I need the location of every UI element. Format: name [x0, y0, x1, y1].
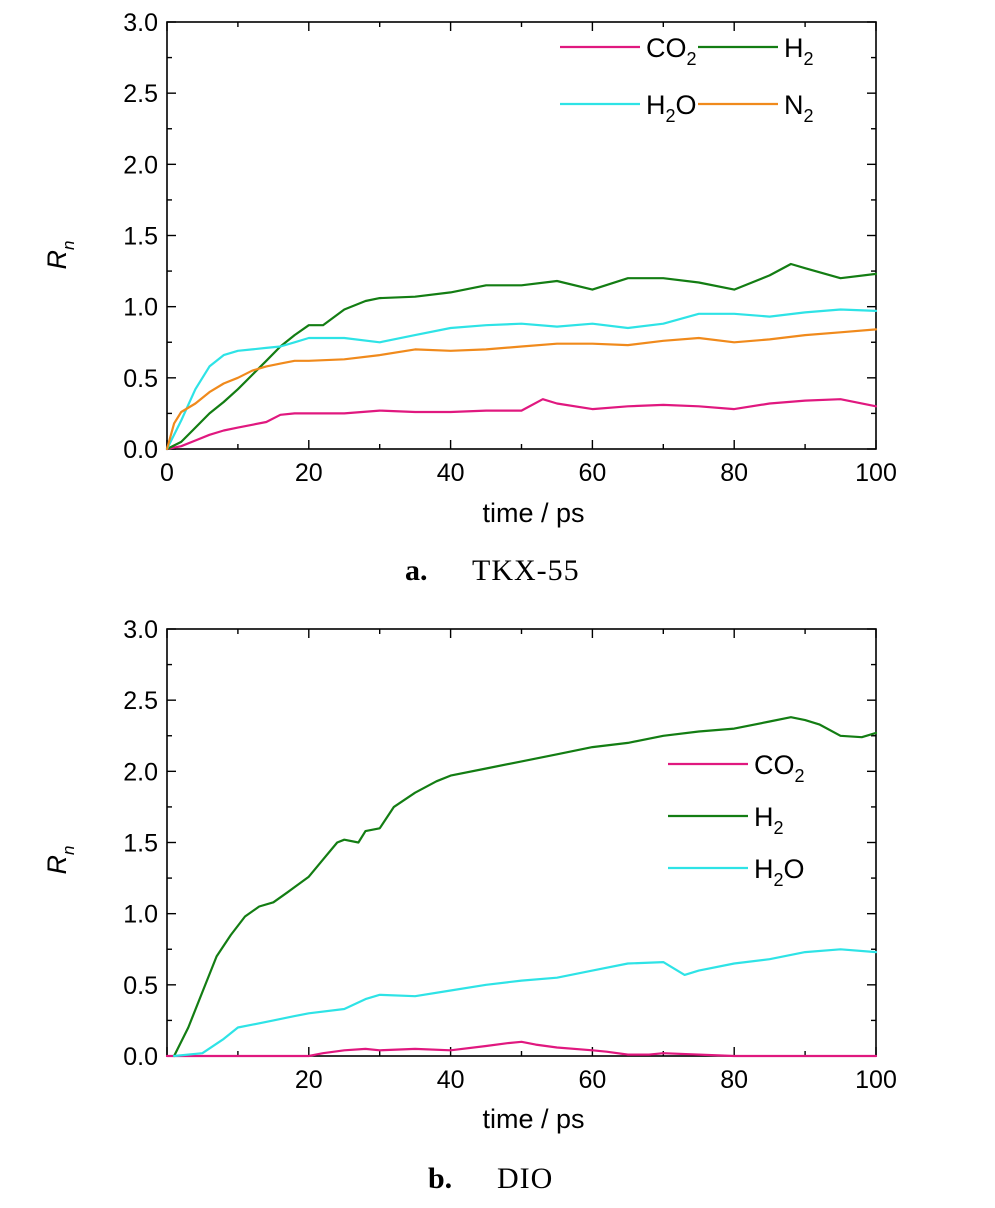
x-tick-label: 80 — [720, 1066, 748, 1094]
x-axis-title: time / ps — [482, 1104, 584, 1134]
y-tick-label: 1.5 — [123, 223, 158, 251]
series-line-1 — [173, 716, 878, 1058]
y-tick-label: 1.0 — [123, 901, 158, 929]
legend-label: CO2 — [646, 33, 697, 69]
panel-caption-letter: a. — [405, 554, 428, 587]
series-line-2 — [165, 308, 878, 451]
x-axis-title: time / ps — [482, 498, 584, 528]
x-tick-label: 20 — [295, 1066, 323, 1094]
plot-frame — [166, 21, 877, 450]
panel-caption-name: DIO — [497, 1162, 553, 1195]
y-tick-label: 0.5 — [123, 972, 158, 1000]
legend-label: H2 — [784, 33, 814, 69]
y-tick-label: 0.5 — [123, 365, 158, 393]
x-tick-label: 100 — [855, 1066, 897, 1094]
plot-frame — [166, 628, 877, 1057]
legend-label: H2O — [754, 854, 805, 890]
chart-panel-b: 20 40 60 80 100 0.0 0.5 1.0 1.5 2.0 2.5 3.0 time / p… — [42, 616, 897, 1195]
series-line-3 — [165, 328, 878, 451]
y-tick-label: 1.0 — [123, 294, 158, 322]
y-tick-label: 2.5 — [123, 80, 158, 108]
series-line-0 — [165, 1040, 878, 1058]
x-tick-label: 20 — [295, 459, 323, 487]
x-tick-label: 80 — [720, 459, 748, 487]
legend-label: CO2 — [754, 750, 805, 786]
x-tick-label: 60 — [578, 459, 606, 487]
series-line-2 — [173, 948, 878, 1058]
y-tick-label: 1.5 — [123, 830, 158, 858]
y-tick-label: 2.0 — [123, 151, 158, 179]
x-tick-label: 40 — [437, 1066, 465, 1094]
series-line-1 — [165, 262, 878, 451]
y-tick-label: 0.0 — [123, 1043, 158, 1071]
legend-label: H2O — [646, 90, 697, 126]
x-tick-label: 60 — [578, 1066, 606, 1094]
x-tick-label: 100 — [855, 459, 897, 487]
legend-label: N2 — [784, 90, 814, 126]
y-tick-label: 3.0 — [123, 9, 158, 37]
y-tick-label: 2.0 — [123, 758, 158, 786]
x-tick-label: 0 — [160, 459, 174, 487]
series-line-0 — [165, 398, 878, 451]
y-axis-title: Rn — [42, 846, 78, 875]
y-tick-label: 3.0 — [123, 616, 158, 644]
y-tick-label: 2.5 — [123, 687, 158, 715]
y-tick-label: 0.0 — [123, 436, 158, 464]
x-tick-label: 40 — [437, 459, 465, 487]
chart-panel-a: 0 20 40 60 80 100 0.0 0.5 1.0 1.5 2.0 2.5 3.0 time / … — [42, 9, 897, 587]
panel-caption-letter: b. — [428, 1162, 452, 1195]
y-axis-title: Rn — [42, 241, 78, 270]
panel-caption-name: TKX-55 — [472, 554, 580, 587]
legend-label: H2 — [754, 802, 784, 838]
